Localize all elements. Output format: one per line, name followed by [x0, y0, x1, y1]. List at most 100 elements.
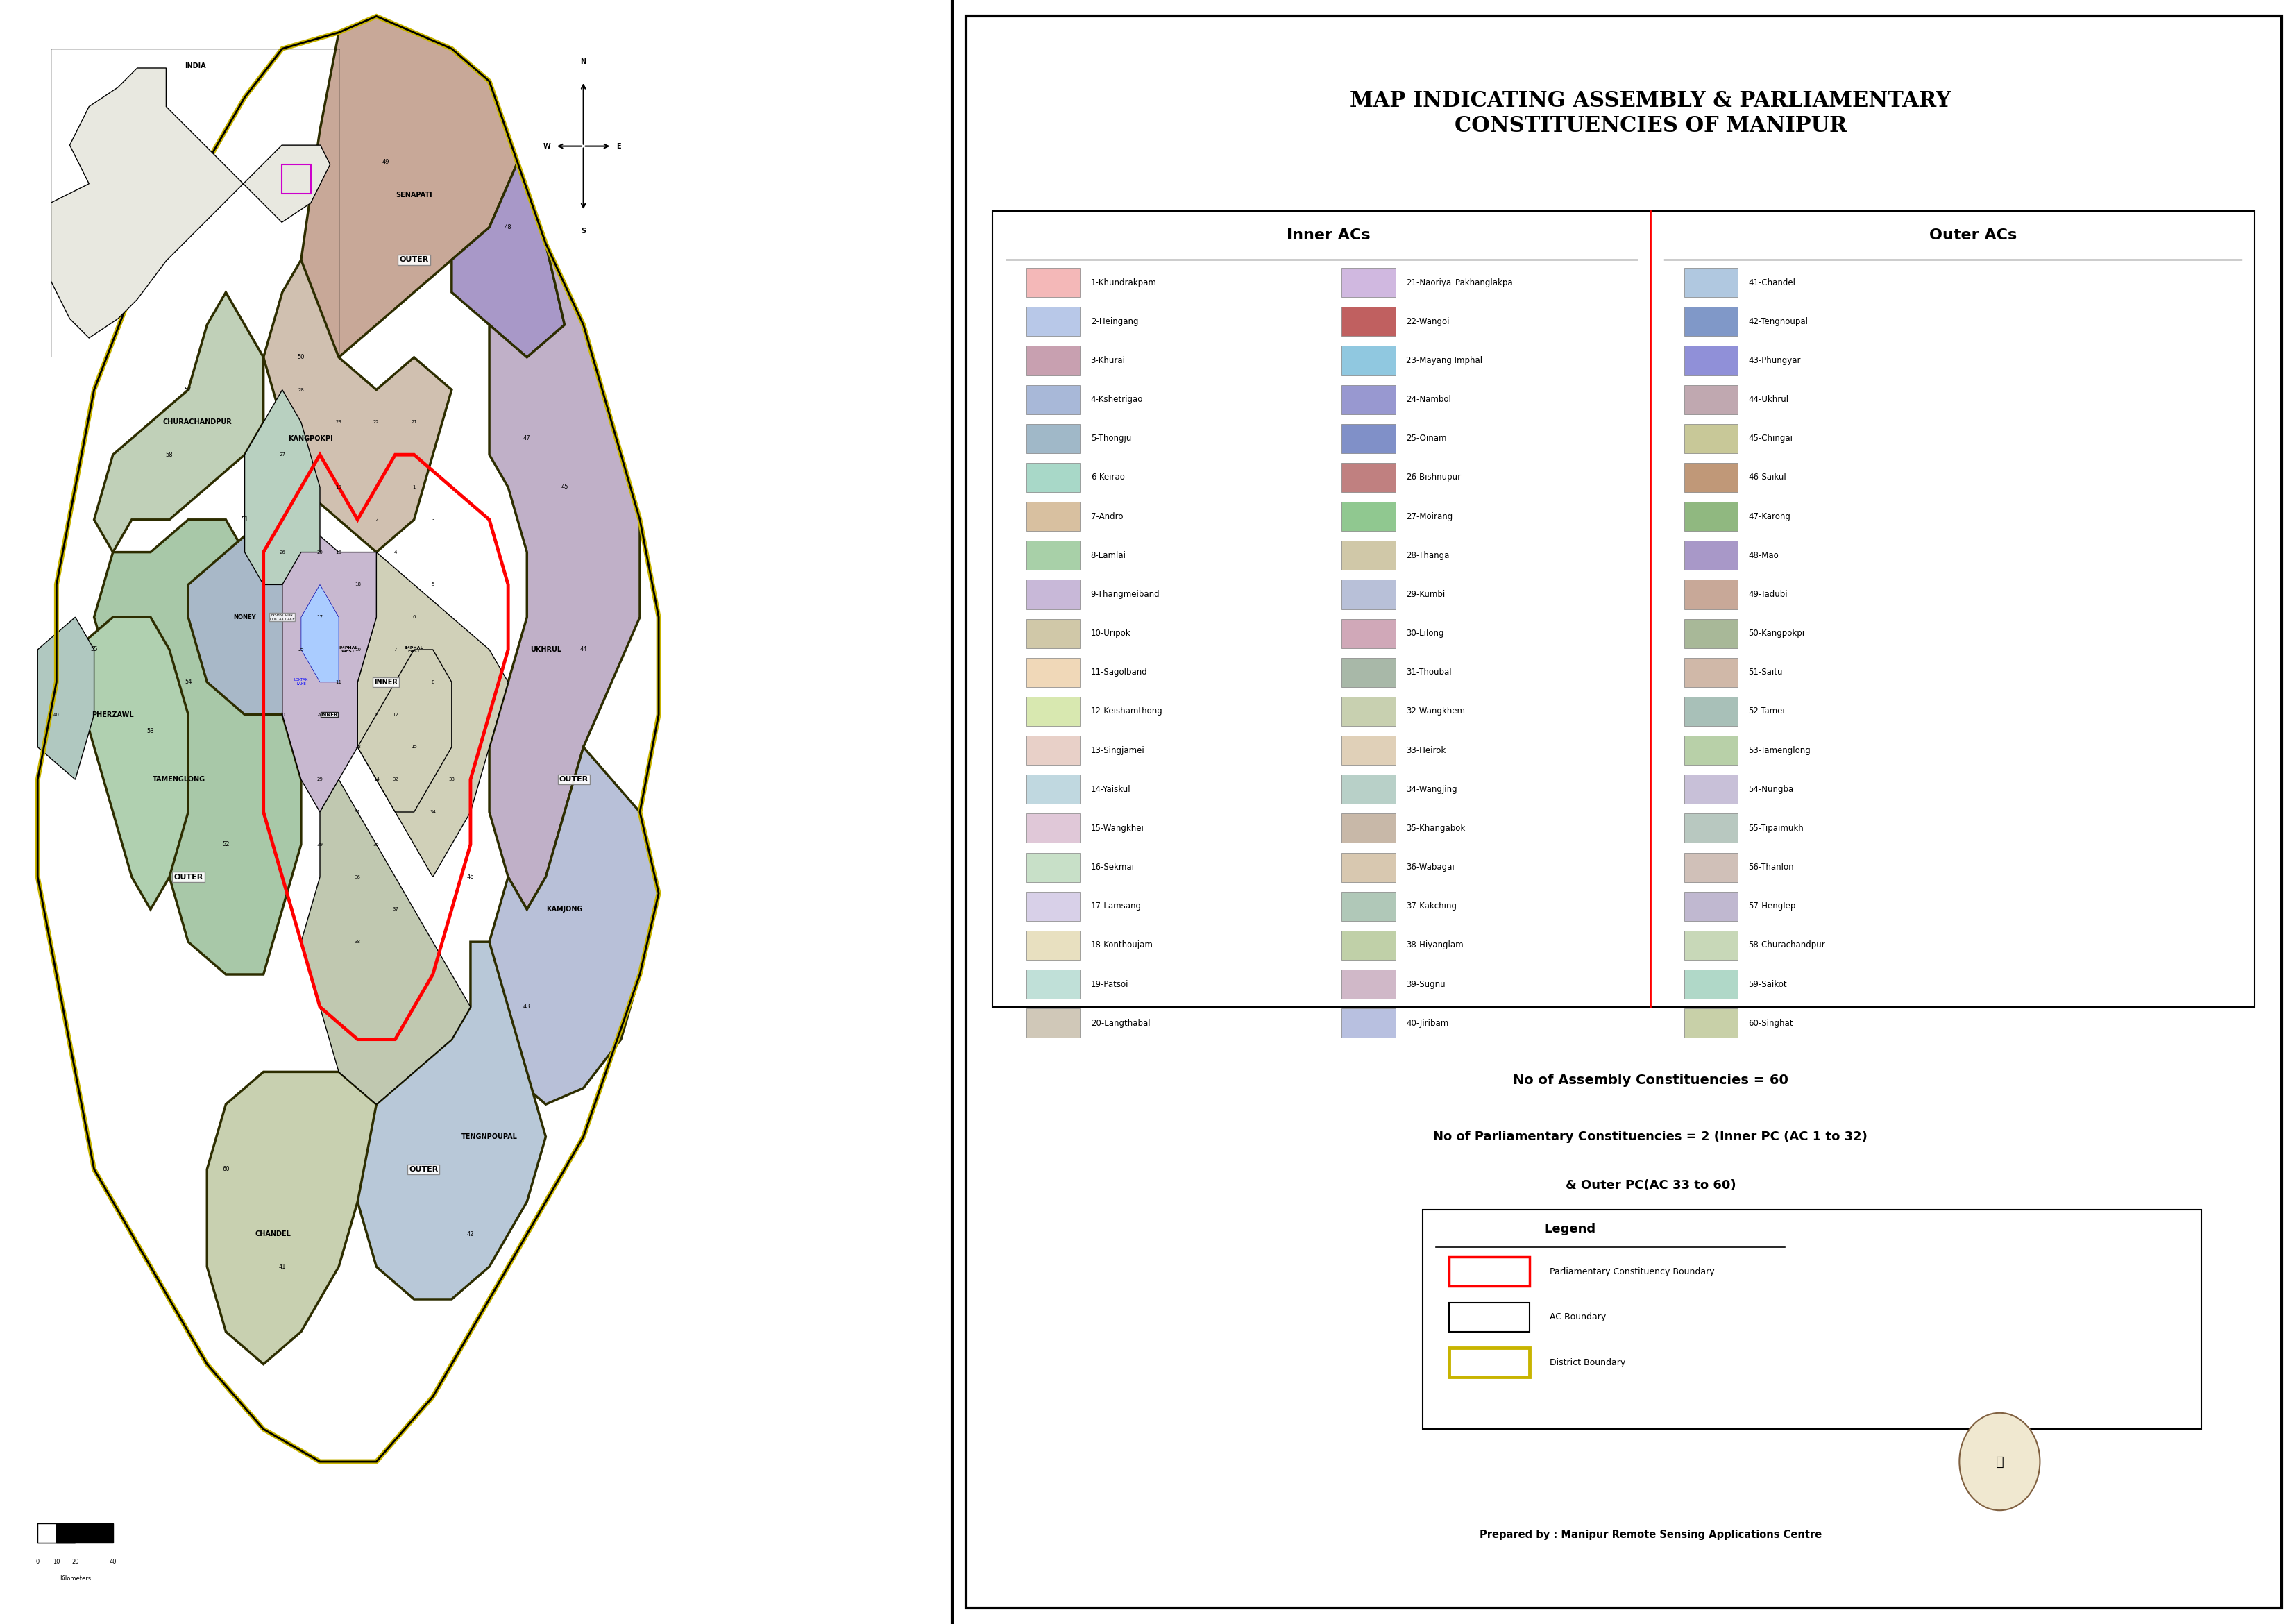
- Text: 58-Churachandpur: 58-Churachandpur: [1749, 940, 1825, 950]
- Text: N: N: [581, 58, 585, 65]
- FancyBboxPatch shape: [1343, 541, 1395, 570]
- FancyBboxPatch shape: [1685, 970, 1737, 999]
- Text: 40: 40: [110, 1559, 117, 1566]
- Text: OUTER: OUTER: [560, 776, 588, 783]
- Text: 13: 13: [353, 745, 360, 749]
- Text: 21: 21: [411, 421, 418, 424]
- Text: 28: 28: [298, 388, 305, 391]
- Text: 25: 25: [298, 648, 305, 651]
- Polygon shape: [358, 650, 452, 812]
- Text: District Boundary: District Boundary: [1549, 1358, 1625, 1367]
- Text: 10: 10: [53, 1559, 60, 1566]
- Text: 19-Patsoi: 19-Patsoi: [1090, 979, 1129, 989]
- Text: 28-Thanga: 28-Thanga: [1407, 551, 1450, 560]
- Text: TENGNPOUPAL: TENGNPOUPAL: [461, 1134, 516, 1140]
- FancyBboxPatch shape: [1343, 424, 1395, 453]
- Text: 36-Wabagai: 36-Wabagai: [1407, 862, 1455, 872]
- FancyBboxPatch shape: [1685, 307, 1737, 336]
- FancyBboxPatch shape: [1343, 853, 1395, 882]
- Text: NONEY: NONEY: [234, 614, 257, 620]
- Text: 37: 37: [392, 908, 399, 911]
- Text: 37-Kakching: 37-Kakching: [1407, 901, 1457, 911]
- Text: 🏛: 🏛: [1997, 1455, 2004, 1468]
- FancyBboxPatch shape: [1685, 775, 1737, 804]
- Text: KANGPOKPI: KANGPOKPI: [289, 435, 333, 442]
- Text: 40-Jiribam: 40-Jiribam: [1407, 1018, 1448, 1028]
- Text: 41: 41: [278, 1263, 287, 1270]
- FancyBboxPatch shape: [1343, 619, 1395, 648]
- Polygon shape: [452, 81, 565, 357]
- Polygon shape: [207, 1072, 376, 1364]
- Circle shape: [1960, 1413, 2040, 1510]
- FancyBboxPatch shape: [1026, 580, 1081, 609]
- FancyBboxPatch shape: [1026, 541, 1081, 570]
- Text: S: S: [581, 227, 585, 234]
- Text: 32-Wangkhem: 32-Wangkhem: [1407, 706, 1464, 716]
- Text: 39-Sugnu: 39-Sugnu: [1407, 979, 1446, 989]
- Text: 29: 29: [317, 778, 324, 781]
- Text: BISHNUPUR
LOKTAK LAKE: BISHNUPUR LOKTAK LAKE: [271, 614, 294, 620]
- Text: 45: 45: [560, 484, 569, 490]
- Text: Outer ACs: Outer ACs: [1930, 229, 2017, 242]
- Text: 35: 35: [374, 843, 379, 846]
- FancyBboxPatch shape: [1343, 268, 1395, 297]
- Text: 38-Hiyanglam: 38-Hiyanglam: [1407, 940, 1464, 950]
- Text: 17: 17: [317, 615, 324, 619]
- Text: 57-Henglep: 57-Henglep: [1749, 901, 1797, 911]
- Text: W: W: [544, 143, 551, 149]
- Polygon shape: [37, 617, 94, 780]
- Text: AC Boundary: AC Boundary: [1549, 1312, 1607, 1322]
- FancyBboxPatch shape: [1685, 424, 1737, 453]
- Text: IMPHAL
WEST: IMPHAL WEST: [340, 646, 358, 653]
- Text: 27: 27: [280, 453, 285, 456]
- Text: 40: 40: [53, 713, 60, 716]
- Text: 10: 10: [353, 648, 360, 651]
- FancyBboxPatch shape: [1685, 658, 1737, 687]
- Text: 12-Keishamthong: 12-Keishamthong: [1090, 706, 1164, 716]
- FancyBboxPatch shape: [1343, 736, 1395, 765]
- FancyBboxPatch shape: [1026, 268, 1081, 297]
- FancyBboxPatch shape: [1343, 814, 1395, 843]
- FancyBboxPatch shape: [1685, 892, 1737, 921]
- Text: 31: 31: [353, 810, 360, 814]
- Text: 36: 36: [353, 875, 360, 879]
- FancyBboxPatch shape: [1343, 931, 1395, 960]
- Text: 51-Saitu: 51-Saitu: [1749, 667, 1783, 677]
- Text: INNER: INNER: [321, 713, 337, 716]
- Polygon shape: [489, 162, 640, 909]
- FancyBboxPatch shape: [1685, 853, 1737, 882]
- FancyBboxPatch shape: [1343, 307, 1395, 336]
- Text: 3-Khurai: 3-Khurai: [1090, 356, 1125, 365]
- Text: 30: 30: [280, 713, 285, 716]
- Text: 44-Ukhrul: 44-Ukhrul: [1749, 395, 1788, 404]
- FancyBboxPatch shape: [1448, 1302, 1531, 1332]
- FancyBboxPatch shape: [1685, 1009, 1737, 1038]
- Text: 11: 11: [335, 680, 342, 684]
- Text: 34: 34: [429, 810, 436, 814]
- FancyBboxPatch shape: [1343, 1009, 1395, 1038]
- Text: 7: 7: [395, 648, 397, 651]
- Polygon shape: [301, 585, 340, 682]
- Text: Inner ACs: Inner ACs: [1287, 229, 1370, 242]
- Text: 47-Karong: 47-Karong: [1749, 512, 1790, 521]
- Polygon shape: [301, 16, 519, 357]
- Text: 2: 2: [374, 518, 379, 521]
- Text: 50: 50: [298, 354, 305, 361]
- Text: UKHRUL: UKHRUL: [530, 646, 562, 653]
- Text: 9: 9: [374, 713, 379, 716]
- FancyBboxPatch shape: [1343, 658, 1395, 687]
- FancyBboxPatch shape: [1685, 931, 1737, 960]
- Text: 14: 14: [374, 778, 379, 781]
- Text: 20: 20: [317, 551, 324, 554]
- Text: 46-Saikul: 46-Saikul: [1749, 473, 1786, 482]
- Text: No of Parliamentary Constituencies = 2 (Inner PC (AC 1 to 32): No of Parliamentary Constituencies = 2 (…: [1434, 1130, 1868, 1143]
- FancyBboxPatch shape: [1026, 307, 1081, 336]
- FancyBboxPatch shape: [1026, 892, 1081, 921]
- Text: CHANDEL: CHANDEL: [255, 1231, 291, 1237]
- Text: 38: 38: [353, 940, 360, 944]
- Text: 29-Kumbi: 29-Kumbi: [1407, 590, 1446, 599]
- Polygon shape: [188, 520, 319, 715]
- Text: 33-Heirok: 33-Heirok: [1407, 745, 1446, 755]
- Polygon shape: [50, 68, 330, 338]
- Text: 8: 8: [431, 680, 434, 684]
